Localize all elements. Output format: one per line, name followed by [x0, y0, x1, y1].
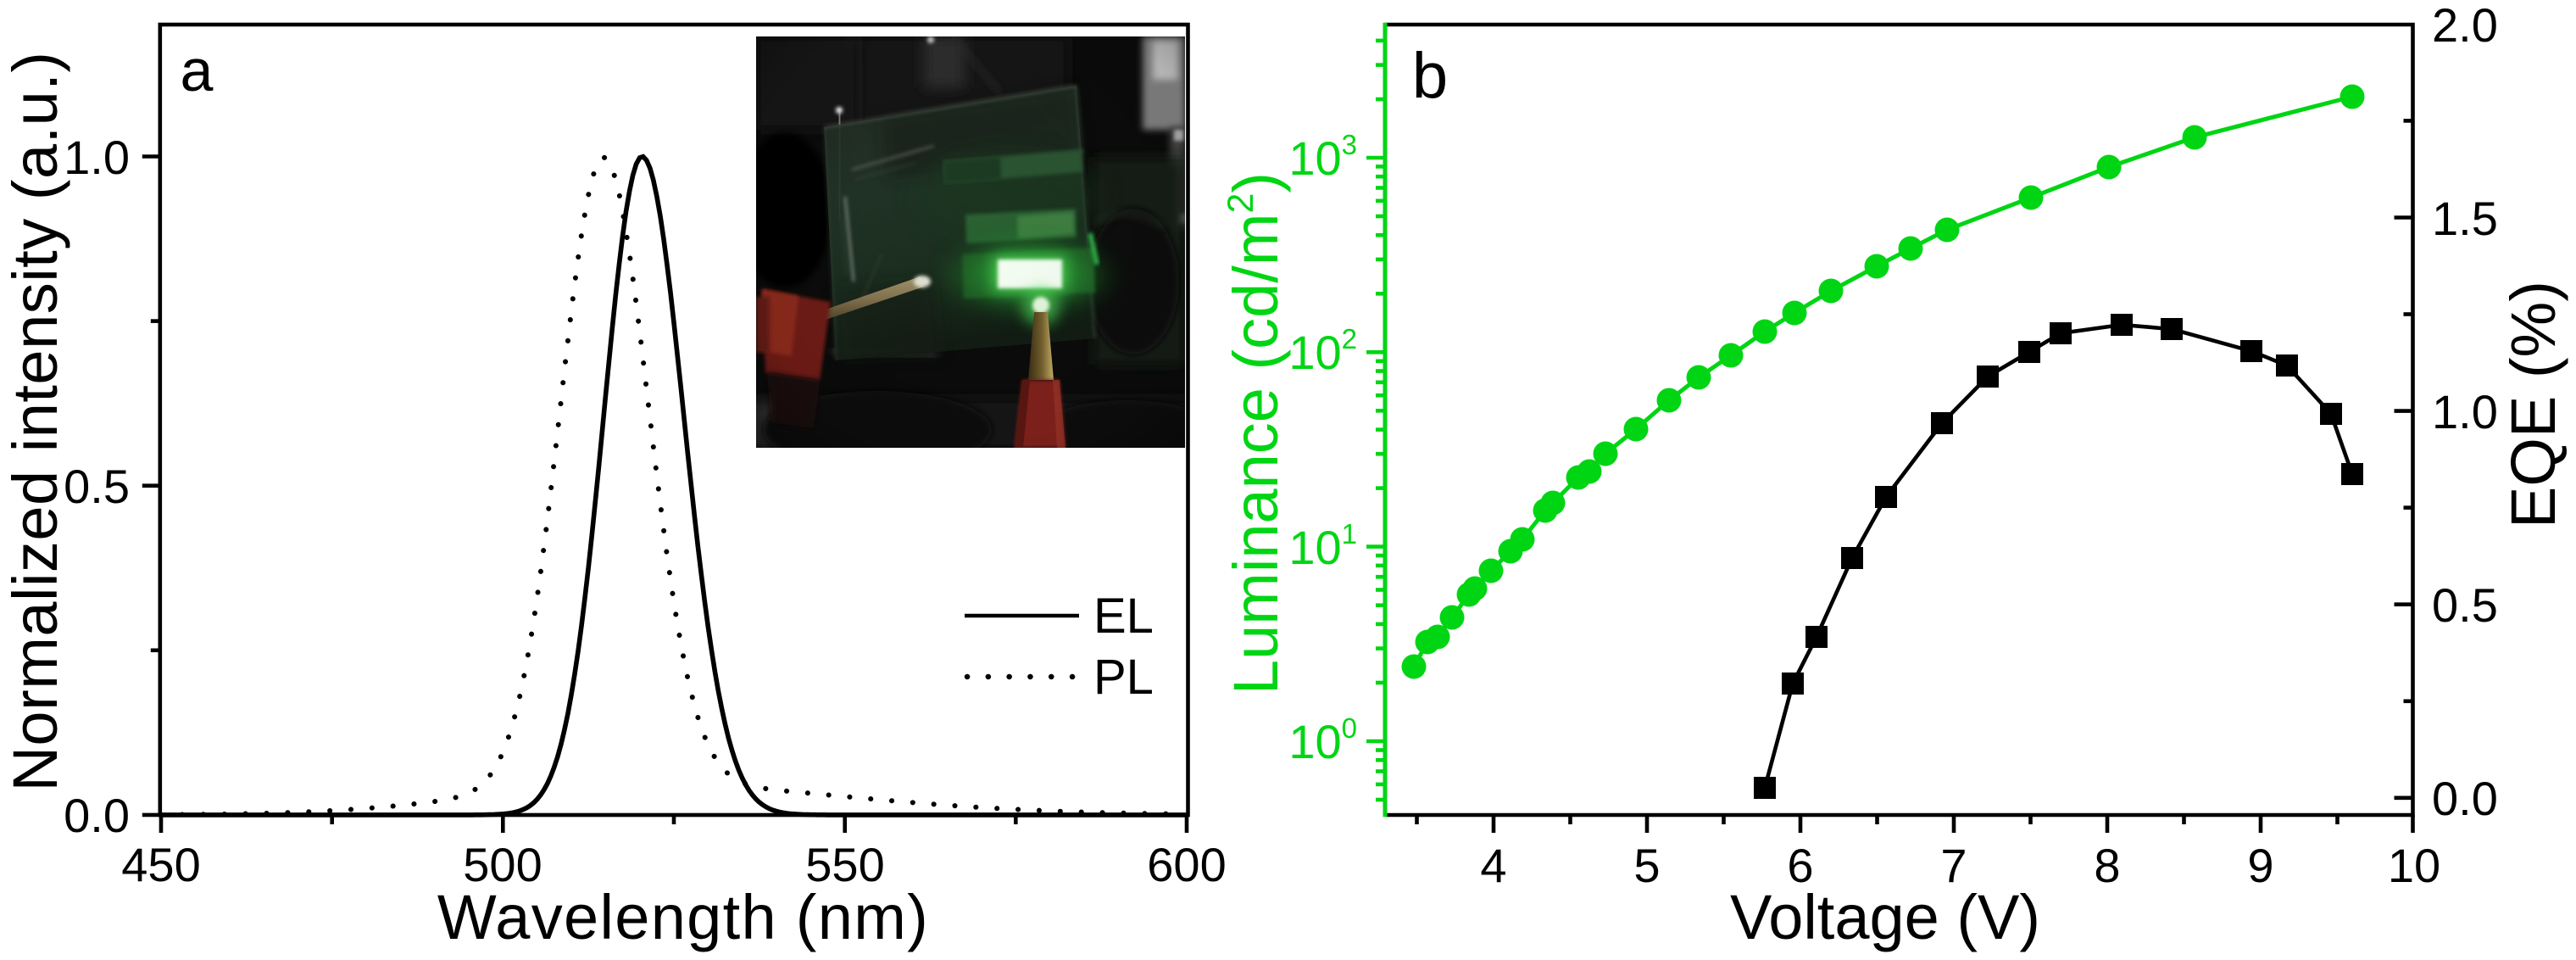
svg-text:2.0: 2.0	[2432, 0, 2498, 52]
svg-text:103: 103	[1288, 129, 1357, 185]
svg-text:450: 450	[121, 838, 200, 891]
svg-text:1.0: 1.0	[64, 131, 130, 184]
svg-text:0.5: 0.5	[2432, 578, 2498, 632]
svg-text:Wavelength (nm): Wavelength (nm)	[437, 882, 929, 952]
svg-text:6: 6	[1787, 839, 1813, 892]
svg-text:4: 4	[1480, 839, 1506, 892]
svg-text:b: b	[1412, 40, 1448, 112]
svg-text:5: 5	[1633, 839, 1660, 892]
svg-text:8: 8	[2094, 839, 2120, 892]
svg-text:9: 9	[2247, 839, 2273, 892]
svg-text:100: 100	[1288, 712, 1357, 768]
svg-text:Normalized intensity (a.u.): Normalized intensity (a.u.)	[0, 51, 70, 791]
svg-text:7: 7	[1940, 839, 1967, 892]
svg-text:101: 101	[1288, 518, 1357, 574]
svg-text:EQE (%): EQE (%)	[2498, 281, 2568, 528]
svg-text:Voltage (V): Voltage (V)	[1730, 882, 2040, 952]
svg-text:1.5: 1.5	[2432, 192, 2498, 245]
svg-text:PL: PL	[1093, 650, 1154, 705]
svg-text:500: 500	[463, 838, 542, 891]
svg-text:0.0: 0.0	[2432, 772, 2498, 825]
svg-text:550: 550	[805, 838, 884, 891]
svg-text:EL: EL	[1093, 589, 1154, 644]
svg-text:0.5: 0.5	[64, 460, 130, 513]
svg-text:Luminance (cd/m2): Luminance (cd/m2)	[1221, 172, 1291, 695]
svg-text:102: 102	[1288, 323, 1357, 379]
svg-text:600: 600	[1147, 838, 1226, 891]
svg-text:10: 10	[2388, 839, 2440, 892]
svg-text:a: a	[181, 37, 214, 103]
svg-text:1.0: 1.0	[2432, 385, 2498, 438]
svg-text:0.0: 0.0	[64, 789, 130, 842]
